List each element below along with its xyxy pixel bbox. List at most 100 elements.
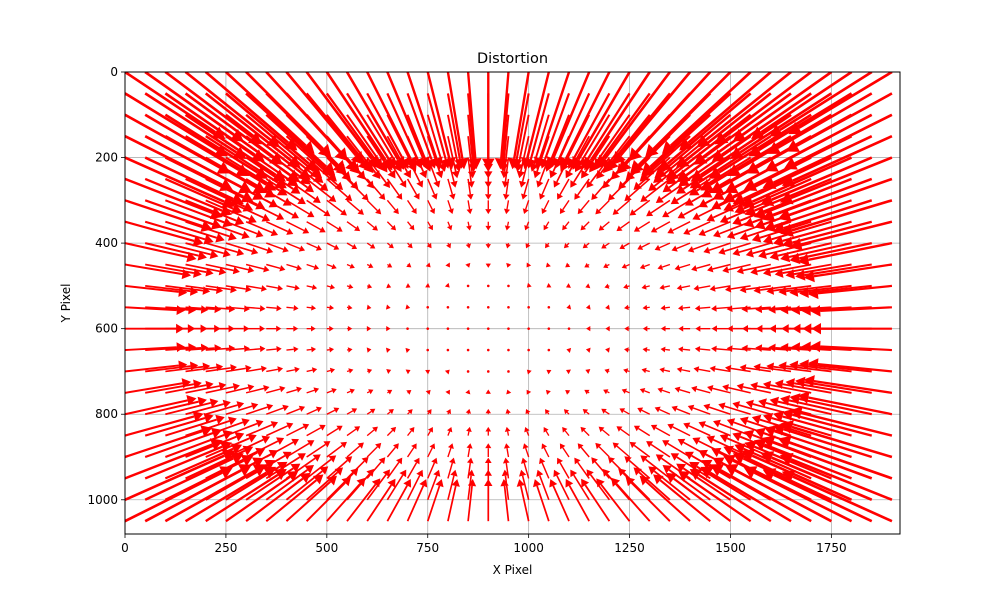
field-arrow bbox=[674, 263, 691, 271]
field-arrow-head bbox=[811, 322, 822, 335]
field-arrow-shaft bbox=[185, 242, 225, 255]
field-arrow-shaft bbox=[661, 389, 671, 394]
field-arrow-head bbox=[574, 457, 581, 465]
field-arrow-head bbox=[241, 230, 250, 240]
field-arrow-head bbox=[501, 469, 510, 477]
field-arrow-head bbox=[466, 443, 473, 449]
field-arrow-head bbox=[331, 263, 337, 270]
field-arrow-shaft bbox=[205, 178, 258, 206]
field-arrow-shaft bbox=[679, 263, 691, 269]
field-arrow-shaft bbox=[527, 242, 530, 245]
field-arrow bbox=[654, 406, 671, 415]
field-arrow bbox=[507, 305, 510, 309]
field-arrow-head bbox=[570, 469, 578, 478]
field-arrow-shaft bbox=[286, 388, 298, 394]
field-arrow bbox=[795, 263, 872, 281]
field-arrow-shaft bbox=[326, 409, 336, 415]
field-arrow bbox=[692, 199, 731, 221]
field-arrow-shaft bbox=[742, 156, 832, 201]
field-arrow-head bbox=[700, 466, 714, 479]
field-arrow bbox=[709, 285, 731, 292]
field-arrow-head bbox=[500, 479, 509, 487]
field-arrow-shaft bbox=[541, 178, 550, 195]
field-arrow-shaft bbox=[808, 363, 872, 373]
field-arrow-shaft bbox=[587, 391, 590, 394]
field-arrow-head bbox=[789, 360, 799, 371]
field-arrow bbox=[466, 327, 470, 330]
field-arrow-shaft bbox=[620, 221, 630, 229]
field-arrow-head bbox=[751, 414, 762, 425]
field-arrow bbox=[619, 408, 630, 415]
field-arrow-shaft bbox=[125, 430, 203, 459]
field-arrow-shaft bbox=[426, 135, 441, 172]
field-arrow-shaft bbox=[306, 443, 326, 458]
field-arrow bbox=[734, 177, 812, 214]
field-arrow-shaft bbox=[547, 242, 550, 246]
field-arrow-head bbox=[810, 340, 821, 353]
field-arrow bbox=[646, 199, 671, 217]
field-arrow-shaft bbox=[545, 430, 550, 436]
field-arrow-head bbox=[577, 443, 584, 450]
field-arrow bbox=[570, 469, 590, 501]
field-arrow-shaft bbox=[407, 430, 412, 437]
field-arrow-shaft bbox=[759, 220, 812, 239]
field-arrow-head bbox=[660, 304, 666, 311]
field-arrow-head bbox=[416, 469, 424, 478]
field-arrow-head bbox=[706, 435, 716, 444]
field-arrow-shaft bbox=[225, 113, 303, 174]
field-arrow-shaft bbox=[185, 199, 237, 222]
field-arrow-head bbox=[203, 234, 214, 245]
field-arrow-head bbox=[755, 305, 763, 314]
field-arrow-head bbox=[766, 362, 775, 372]
field-arrow bbox=[245, 472, 311, 523]
field-arrow-head bbox=[670, 196, 680, 205]
field-arrow bbox=[565, 479, 590, 522]
field-arrow bbox=[549, 479, 570, 522]
field-arrow-head bbox=[245, 364, 252, 372]
field-arrow-head bbox=[328, 194, 337, 202]
field-arrow-head bbox=[726, 345, 733, 353]
field-arrow-shaft bbox=[467, 93, 476, 160]
field-arrow-shaft bbox=[165, 263, 207, 274]
field-arrow-head bbox=[611, 477, 621, 487]
field-arrow-head bbox=[667, 227, 675, 234]
field-arrow-head bbox=[396, 457, 403, 465]
field-arrow bbox=[601, 408, 610, 415]
field-arrow-head bbox=[387, 262, 393, 268]
field-arrow-dot bbox=[486, 284, 490, 288]
field-arrow-head bbox=[467, 479, 477, 487]
field-arrow-shaft bbox=[732, 156, 812, 198]
field-arrow bbox=[406, 135, 428, 179]
field-arrow-head bbox=[348, 283, 354, 290]
field-arrow-shaft bbox=[406, 462, 418, 479]
field-arrow bbox=[205, 469, 287, 523]
field-arrow bbox=[625, 476, 671, 522]
field-arrow bbox=[612, 199, 631, 215]
field-arrow-head bbox=[774, 268, 784, 278]
field-arrow-head bbox=[713, 229, 721, 238]
field-arrow-head bbox=[732, 248, 741, 257]
field-arrow-shaft bbox=[125, 471, 223, 523]
field-arrow-head bbox=[425, 262, 431, 268]
field-arrow bbox=[245, 365, 267, 373]
field-arrow-head bbox=[637, 244, 644, 250]
field-arrow-shaft bbox=[265, 199, 294, 216]
field-arrow-shaft bbox=[427, 178, 436, 195]
field-arrow-shaft bbox=[386, 429, 394, 437]
field-arrow-shaft bbox=[641, 242, 651, 248]
field-arrow bbox=[648, 156, 691, 192]
field-arrow-dot bbox=[547, 305, 551, 309]
field-arrow-shaft bbox=[144, 156, 234, 201]
field-arrow bbox=[366, 221, 378, 231]
field-arrow-head bbox=[621, 263, 628, 269]
field-arrow bbox=[639, 263, 650, 270]
field-arrow-shaft bbox=[589, 474, 611, 501]
field-arrow-shaft bbox=[625, 390, 630, 394]
field-arrow-shaft bbox=[427, 412, 430, 415]
field-arrow-head bbox=[586, 180, 594, 188]
field-arrow bbox=[695, 325, 711, 332]
field-arrow bbox=[366, 478, 396, 522]
field-arrow bbox=[165, 414, 225, 437]
field-arrow-head bbox=[272, 169, 286, 182]
field-arrow bbox=[662, 440, 691, 458]
